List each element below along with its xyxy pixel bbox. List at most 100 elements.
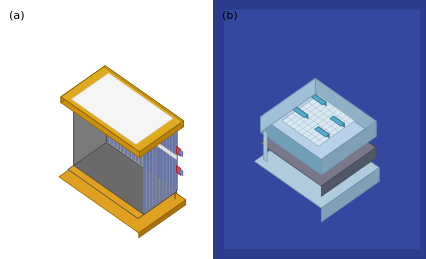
Polygon shape [321, 121, 376, 175]
Polygon shape [107, 81, 109, 142]
Polygon shape [159, 153, 160, 188]
Polygon shape [125, 94, 127, 155]
Polygon shape [132, 99, 134, 160]
Polygon shape [140, 139, 141, 174]
Polygon shape [147, 145, 149, 180]
Polygon shape [282, 95, 355, 146]
Polygon shape [175, 163, 176, 199]
Polygon shape [143, 158, 145, 166]
Polygon shape [146, 150, 147, 211]
Polygon shape [155, 150, 156, 185]
Text: (a): (a) [9, 10, 24, 20]
Polygon shape [68, 150, 177, 226]
Polygon shape [166, 174, 169, 182]
Polygon shape [108, 133, 110, 141]
Polygon shape [131, 150, 134, 157]
Polygon shape [297, 107, 308, 119]
Polygon shape [112, 120, 114, 155]
Polygon shape [143, 152, 144, 213]
Polygon shape [111, 84, 112, 145]
Polygon shape [138, 192, 177, 226]
Polygon shape [179, 169, 183, 176]
Polygon shape [72, 73, 173, 145]
Polygon shape [144, 128, 177, 214]
Polygon shape [144, 106, 145, 168]
Polygon shape [122, 91, 124, 152]
Polygon shape [61, 66, 105, 103]
Polygon shape [177, 166, 181, 175]
Polygon shape [109, 117, 110, 153]
Polygon shape [158, 117, 160, 178]
Polygon shape [150, 111, 153, 172]
Polygon shape [147, 109, 149, 170]
Polygon shape [106, 106, 177, 160]
Polygon shape [166, 136, 167, 197]
Polygon shape [115, 86, 116, 147]
Polygon shape [321, 148, 376, 196]
Polygon shape [175, 130, 176, 191]
Polygon shape [116, 123, 118, 158]
Polygon shape [172, 127, 174, 188]
Polygon shape [136, 101, 138, 162]
Polygon shape [129, 96, 131, 157]
Polygon shape [315, 127, 329, 137]
Polygon shape [334, 116, 345, 127]
Polygon shape [144, 142, 145, 177]
Polygon shape [120, 125, 121, 161]
Polygon shape [171, 161, 172, 196]
Polygon shape [264, 130, 267, 162]
Polygon shape [139, 121, 184, 158]
Polygon shape [59, 144, 186, 233]
Polygon shape [61, 97, 139, 158]
Polygon shape [260, 78, 315, 132]
Polygon shape [318, 127, 329, 138]
Polygon shape [161, 119, 163, 180]
Polygon shape [169, 134, 170, 195]
Polygon shape [260, 105, 376, 186]
Polygon shape [152, 146, 153, 207]
Polygon shape [149, 148, 150, 209]
Polygon shape [169, 124, 170, 185]
Polygon shape [136, 136, 137, 172]
Polygon shape [260, 117, 321, 175]
Polygon shape [312, 96, 316, 127]
Polygon shape [179, 149, 183, 157]
Polygon shape [311, 95, 326, 105]
Polygon shape [118, 89, 120, 150]
Polygon shape [172, 132, 173, 193]
Polygon shape [124, 128, 125, 163]
Polygon shape [312, 121, 379, 181]
Polygon shape [140, 104, 141, 165]
Polygon shape [132, 134, 133, 169]
Polygon shape [163, 155, 164, 191]
Polygon shape [120, 142, 122, 149]
Polygon shape [106, 142, 177, 199]
Polygon shape [106, 144, 186, 205]
Polygon shape [165, 122, 167, 183]
Polygon shape [74, 78, 177, 151]
Polygon shape [254, 121, 379, 208]
Polygon shape [154, 166, 157, 174]
Polygon shape [74, 78, 106, 165]
Polygon shape [330, 116, 345, 126]
Polygon shape [104, 66, 184, 122]
Polygon shape [294, 107, 308, 118]
Polygon shape [68, 142, 177, 219]
Polygon shape [106, 78, 177, 192]
Text: (b): (b) [222, 10, 237, 20]
Polygon shape [151, 147, 153, 183]
Polygon shape [315, 95, 326, 106]
Polygon shape [105, 66, 184, 127]
Polygon shape [321, 168, 379, 222]
Polygon shape [160, 140, 161, 201]
Polygon shape [157, 142, 159, 203]
Polygon shape [154, 114, 156, 175]
Polygon shape [176, 129, 178, 190]
Polygon shape [128, 131, 129, 166]
Polygon shape [260, 78, 376, 160]
Polygon shape [315, 105, 376, 158]
Polygon shape [163, 138, 164, 199]
Polygon shape [167, 158, 168, 193]
Polygon shape [155, 144, 156, 205]
Polygon shape [139, 200, 186, 238]
